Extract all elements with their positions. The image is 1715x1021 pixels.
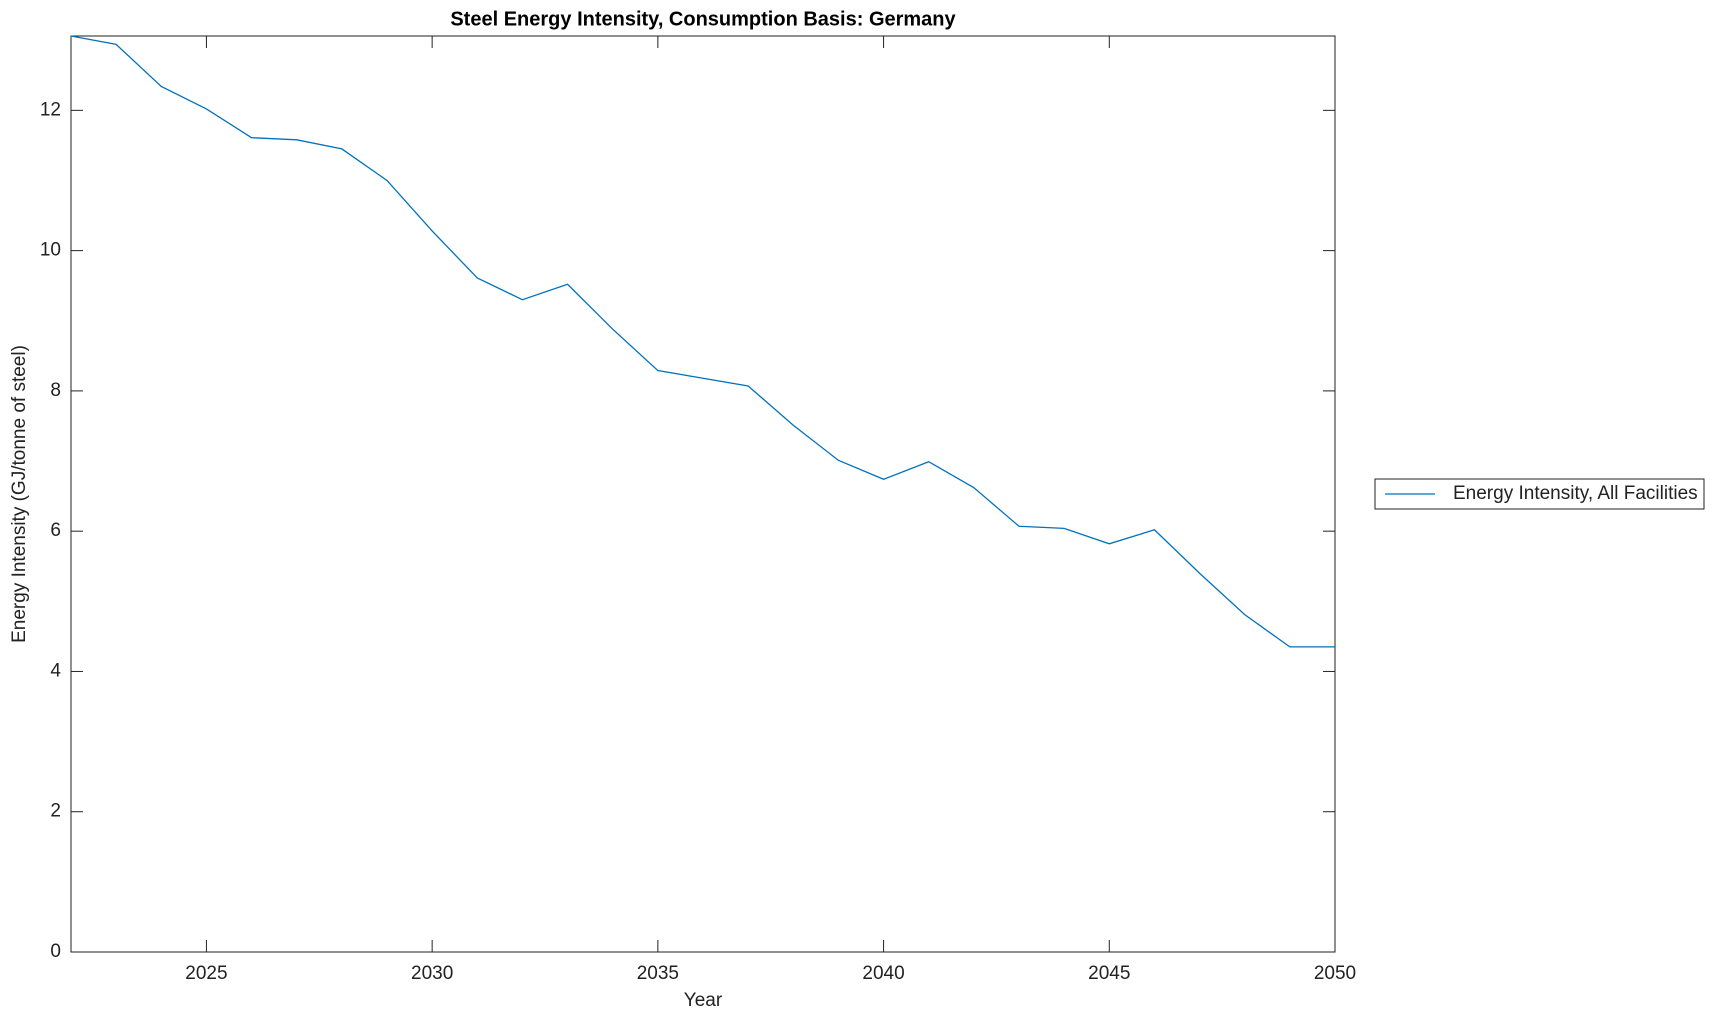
y-tick-label: 6 [50,520,61,541]
data-line [70,35,1335,648]
y-tick-label: 4 [50,660,61,681]
x-tick-label: 2030 [411,963,453,984]
x-tick-label: 2050 [1314,963,1356,984]
legend-label: Energy Intensity, All Facilities [1453,483,1698,504]
y-tick-label: 10 [40,240,61,261]
plot-area [70,35,1336,953]
x-tick-label: 2035 [637,963,679,984]
y-tick-label: 8 [50,380,61,401]
y-tick-label: 0 [50,941,61,962]
x-axis-label: Year [684,990,723,1011]
x-tick-label: 2045 [1088,963,1130,984]
y-axis-label: Energy Intensity (GJ/tonne of steel) [9,345,30,643]
x-tick-label: 2025 [185,963,227,984]
y-tick-label: 12 [40,99,61,120]
y-tick-label: 2 [50,801,61,822]
x-tick-label: 2040 [862,963,904,984]
chart-title: Steel Energy Intensity, Consumption Basi… [450,8,956,30]
